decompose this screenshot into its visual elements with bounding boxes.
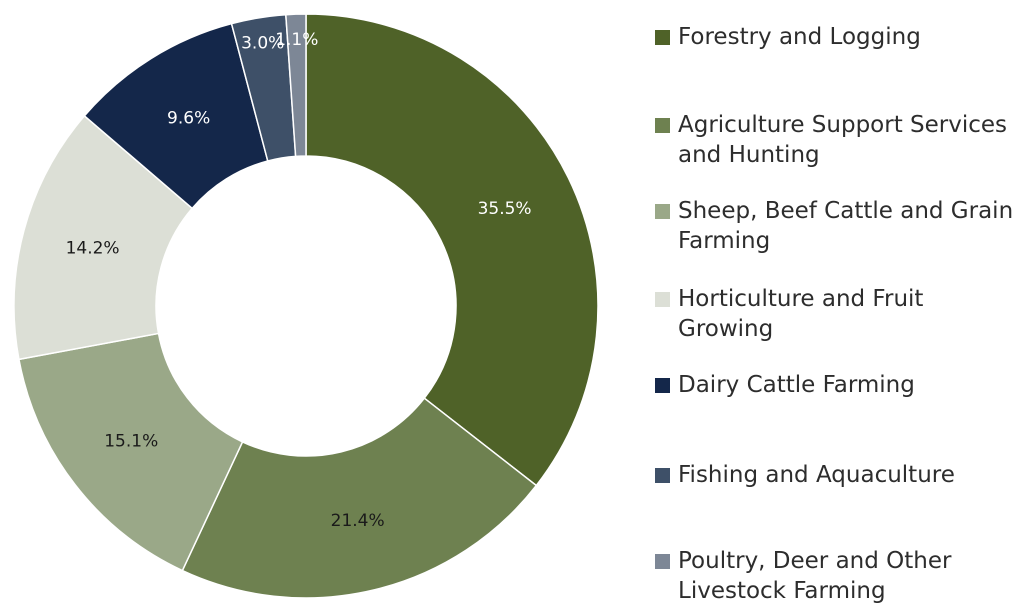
legend-item-3: Sheep, Beef Cattle and Grain Farming <box>655 196 1018 256</box>
legend-item-5: Dairy Cattle Farming <box>655 370 1018 400</box>
legend-label-1: Forestry and Logging <box>678 24 921 50</box>
slice-3 <box>18 332 244 572</box>
legend-item-4: Horticulture and Fruit Growing <box>655 284 1018 344</box>
legend-label-6: Fishing and Aquaculture <box>678 462 955 488</box>
legend-swatch-7 <box>655 554 670 569</box>
slice-4 <box>13 114 194 361</box>
slice-7 <box>285 13 307 158</box>
legend-label-4: Horticulture and Fruit Growing <box>678 286 924 342</box>
legend-item-6: Fishing and Aquaculture <box>655 460 1018 490</box>
legend-swatch-2 <box>655 118 670 133</box>
legend-swatch-1 <box>655 30 670 45</box>
legend-swatch-3 <box>655 204 670 219</box>
slice-value-label-4: 14.2% <box>66 239 120 259</box>
slice-value-label-7: 1.1% <box>275 30 318 50</box>
legend-swatch-6 <box>655 468 670 483</box>
slice-value-label-1: 35.5% <box>478 199 532 219</box>
legend-item-1: Forestry and Logging <box>655 22 1018 52</box>
slice-1 <box>305 13 599 487</box>
slice-value-label-3: 15.1% <box>104 431 158 451</box>
legend-label-3: Sheep, Beef Cattle and Grain Farming <box>678 198 1014 254</box>
slice-value-label-5: 9.6% <box>167 109 210 129</box>
legend-item-2: Agriculture Support Services and Hunting <box>655 110 1018 170</box>
slice-value-label-6: 3.0% <box>241 34 284 54</box>
legend-item-7: Poultry, Deer and Other Livestock Farmin… <box>655 546 1018 606</box>
legend-swatch-5 <box>655 378 670 393</box>
legend-label-2: Agriculture Support Services and Hunting <box>678 112 1008 168</box>
legend-label-7: Poultry, Deer and Other Livestock Farmin… <box>678 548 952 604</box>
legend-swatch-4 <box>655 292 670 307</box>
slice-value-label-2: 21.4% <box>331 511 385 531</box>
legend-label-5: Dairy Cattle Farming <box>678 372 915 398</box>
slice-2 <box>181 397 538 599</box>
donut-chart: 35.5% 21.4% 15.1% 14.2% 9.6% 3.0%1.1% <box>13 13 599 599</box>
